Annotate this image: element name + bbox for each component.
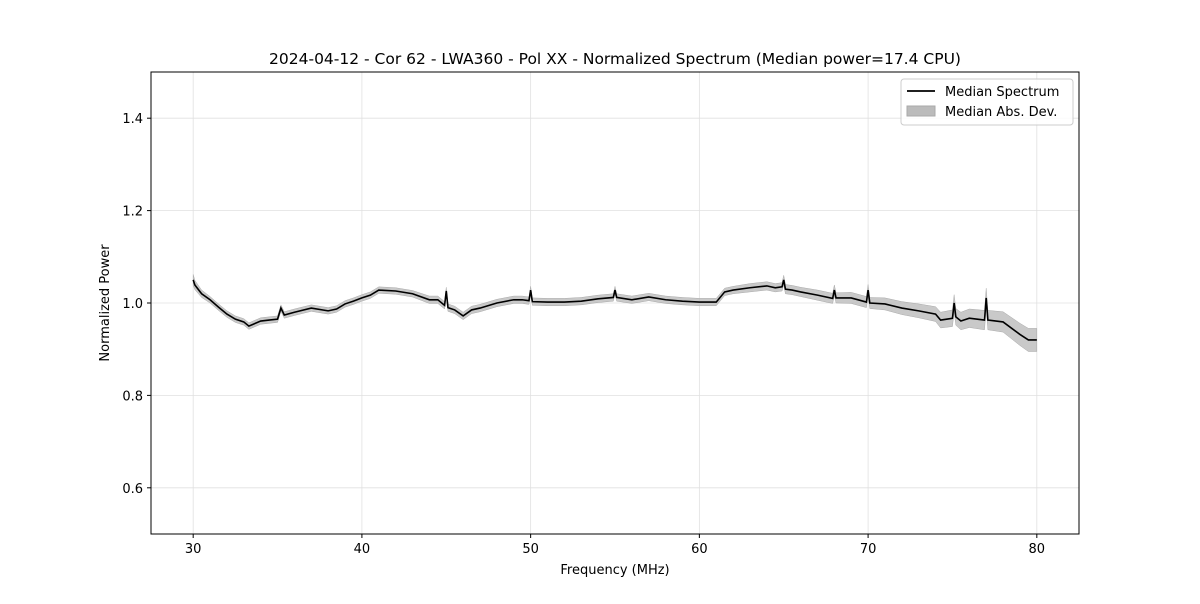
chart-title: 2024-04-12 - Cor 62 - LWA360 - Pol XX - … [269, 50, 961, 68]
y-tick-label: 0.8 [122, 389, 143, 404]
legend-label-median: Median Spectrum [945, 85, 1059, 100]
x-tick-label: 50 [522, 542, 539, 557]
y-tick-label: 1.4 [122, 112, 143, 127]
y-axis-label: Normalized Power [98, 244, 113, 362]
y-tick-label: 0.6 [122, 482, 143, 497]
x-axis-label: Frequency (MHz) [560, 563, 669, 578]
x-tick-label: 80 [1029, 542, 1046, 557]
ticks: 30 40 50 60 70 80 0.6 0.8 1.0 1.2 1.4 [122, 112, 1045, 557]
median-spectrum-line [192, 279, 1037, 341]
legend: Median Spectrum Median Abs. Dev. [900, 78, 1074, 126]
y-tick-label: 1.2 [122, 205, 143, 220]
legend-box [900, 78, 1074, 126]
x-tick-label: 70 [860, 542, 877, 557]
x-tick-label: 40 [354, 542, 371, 557]
legend-band-swatch [906, 105, 936, 117]
legend-label-mad: Median Abs. Dev. [945, 105, 1057, 120]
x-tick-label: 30 [185, 542, 202, 557]
y-tick-label: 1.0 [122, 297, 143, 312]
x-tick-label: 60 [691, 542, 708, 557]
